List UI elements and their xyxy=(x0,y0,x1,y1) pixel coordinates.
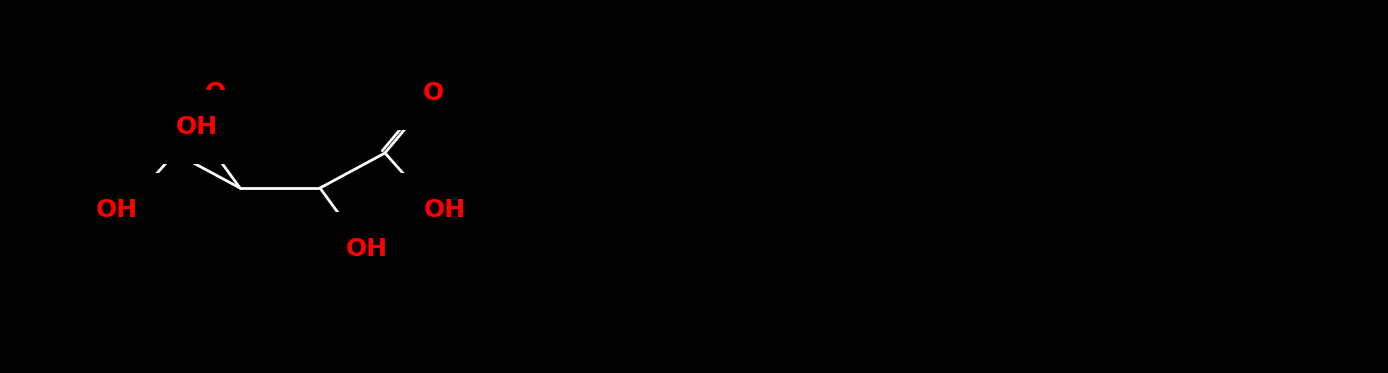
Text: O: O xyxy=(422,81,444,105)
Text: OH: OH xyxy=(346,237,389,261)
Text: O: O xyxy=(204,81,226,105)
Text: OH: OH xyxy=(423,198,466,222)
Text: OH: OH xyxy=(96,198,137,222)
Text: OH: OH xyxy=(176,115,218,139)
